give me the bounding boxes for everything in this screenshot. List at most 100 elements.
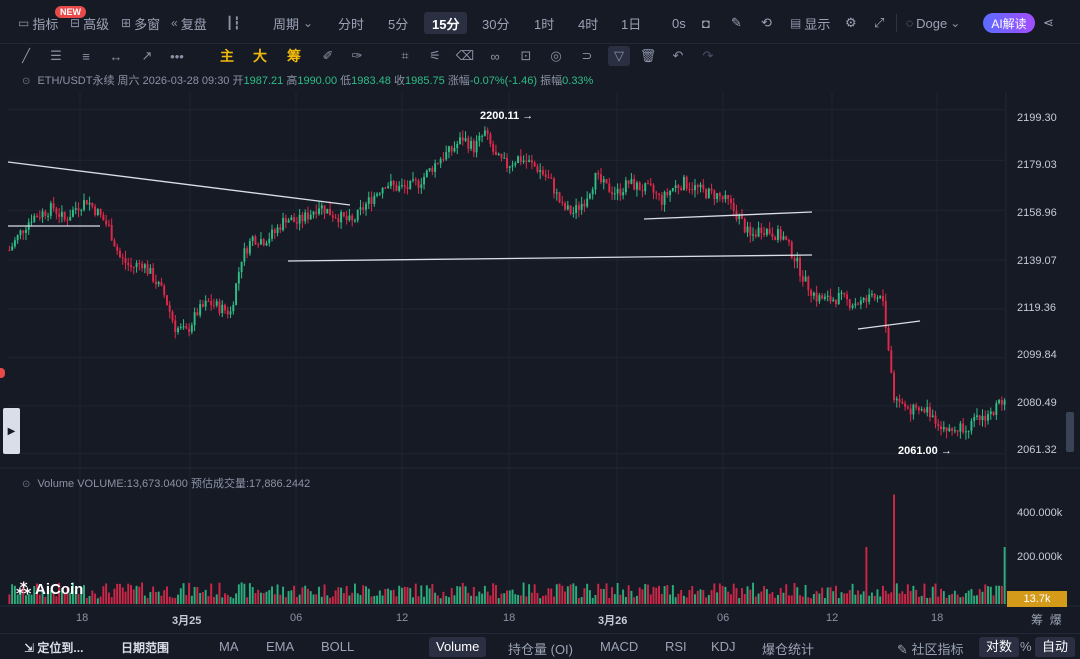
volume-bar	[301, 587, 304, 604]
community-indicators-button[interactable]: ✎ 社区指标	[897, 642, 964, 657]
period-1d[interactable]: 1日	[621, 16, 642, 32]
period-1h[interactable]: 1时	[534, 16, 555, 32]
candle-body	[519, 156, 522, 162]
side-labels[interactable]: 筹 爆	[1031, 613, 1062, 627]
period-dropdown[interactable]: 周期 ⌄	[273, 16, 314, 32]
volume-bar	[525, 596, 528, 604]
candle-body	[561, 202, 564, 204]
period-15m[interactable]: 15分	[424, 12, 468, 34]
current-volume-label: 13.7k	[1007, 591, 1067, 607]
volume-bar	[605, 583, 608, 604]
eraser-icon[interactable]: ⌫	[455, 48, 475, 63]
volume-bar	[135, 585, 138, 604]
countdown-button[interactable]: 0s	[672, 15, 686, 31]
replay-button[interactable]: «复盘	[171, 16, 207, 32]
candle-body	[348, 215, 351, 221]
redo-icon[interactable]: ↷	[702, 48, 714, 63]
volume-bar	[1003, 547, 1006, 604]
log-scale-toggle[interactable]: 对数	[979, 637, 1020, 657]
indicator-oi[interactable]: 持仓量 (OI)	[508, 642, 573, 657]
gear-icon[interactable]: ⚙	[845, 15, 857, 30]
indicator-macd[interactable]: MACD	[600, 639, 639, 654]
crop-icon[interactable]: ⌗	[401, 48, 409, 63]
indicator-liquidation[interactable]: 爆仓统计	[762, 642, 815, 657]
candle-body	[177, 328, 179, 333]
volume-bar	[716, 592, 719, 604]
locate-button[interactable]: ⇲ 定位到...	[24, 641, 84, 655]
auto-scale-toggle[interactable]: 自动	[1035, 637, 1076, 657]
volume-bar	[868, 595, 871, 604]
candle-body	[989, 411, 992, 415]
more-tools-icon[interactable]: •••	[170, 48, 184, 64]
collapse-icon[interactable]: ⊙	[22, 76, 31, 87]
horizontal-segment-icon[interactable]: ↔	[109, 48, 123, 64]
collapse-icon[interactable]: ⊙	[22, 479, 31, 490]
chart-type-button[interactable]: ┃┇	[226, 12, 243, 34]
period-5m[interactable]: 5分	[388, 16, 409, 32]
horizontal-lines-icon[interactable]: ≡	[82, 48, 90, 64]
volume-bar	[882, 585, 884, 604]
theme-dropdown[interactable]: ◌ Doge ⌄	[906, 15, 961, 31]
volume-bar	[785, 584, 788, 604]
ai-analysis-button[interactable]: AI解读	[983, 13, 1035, 33]
right-panel-handle[interactable]	[1066, 412, 1074, 452]
line-tool-icon[interactable]: ╱	[22, 48, 30, 63]
amplitude-value: 0.33%	[562, 75, 594, 87]
link-icon[interactable]: ∞	[490, 48, 500, 64]
candle-body	[677, 185, 680, 189]
trash-icon[interactable]: 🗑	[639, 48, 657, 63]
indicator-ema[interactable]: EMA	[266, 639, 295, 654]
big-order-button[interactable]: 大	[253, 48, 267, 64]
indicator-ma[interactable]: MA	[219, 639, 239, 654]
trend-lines[interactable]	[7, 161, 921, 330]
edit-drawing-icon[interactable]: ✐	[322, 48, 334, 63]
volume-bar	[99, 596, 102, 604]
candle-body	[464, 138, 467, 141]
period-4h[interactable]: 4时	[578, 16, 599, 32]
volume-bar	[580, 597, 583, 604]
indicator-volume[interactable]: Volume	[429, 637, 487, 657]
date-range-button[interactable]: 日期范围	[121, 641, 170, 655]
parallel-lines-icon[interactable]: ☰	[50, 48, 62, 63]
period-30m[interactable]: 30分	[482, 16, 510, 32]
lock-icon[interactable]: ⊡	[520, 48, 532, 63]
undo-icon[interactable]: ↶	[672, 48, 684, 63]
candlesticks	[8, 126, 1006, 440]
volume-bar	[611, 587, 614, 604]
volume-bar	[193, 587, 196, 604]
undo-square-icon[interactable]: ⟲	[761, 15, 772, 30]
expand-panel-handle[interactable]: ▶	[3, 408, 20, 454]
camera-icon[interactable]: ◘	[702, 15, 710, 31]
ray-icon[interactable]: ↗	[141, 48, 153, 63]
top-toolbar: ▭ 指标 NEW ⊟ 高级 ⊞ 多窗 «复盘 ┃┇ 周期 ⌄ 分时 5分 15分 30分…	[0, 0, 1080, 44]
volume-bar	[887, 593, 890, 604]
share-icon[interactable]: ⋖	[1043, 15, 1054, 30]
brush-icon[interactable]: ✑	[351, 48, 363, 63]
advanced-button[interactable]: ⊟ 高级	[70, 16, 110, 32]
volume-bar	[539, 598, 542, 604]
candle-body	[58, 213, 61, 217]
volume-bar	[790, 595, 793, 604]
candle-body	[282, 217, 285, 231]
indicator-rsi[interactable]: RSI	[665, 639, 687, 654]
candle-body	[63, 211, 66, 220]
main-force-button[interactable]: 主	[220, 48, 234, 64]
volume-bar	[464, 586, 467, 604]
indicators-button[interactable]: ▭ 指标	[18, 16, 59, 32]
volume-bar	[989, 586, 992, 604]
filter-icon[interactable]: ▽	[608, 46, 630, 66]
display-button[interactable]: ▤ 显示	[790, 16, 831, 32]
chip-button[interactable]: 筹	[287, 48, 301, 64]
volume-bar	[295, 596, 298, 604]
indicator-boll[interactable]: BOLL	[321, 639, 355, 654]
magnet-icon[interactable]: ⊃	[581, 48, 593, 63]
multi-window-button[interactable]: ⊞ 多窗	[121, 16, 161, 32]
visibility-icon[interactable]: ◎	[550, 48, 562, 63]
ruler-icon[interactable]: ⚟	[429, 48, 441, 63]
period-timeline[interactable]: 分时	[338, 16, 365, 32]
indicator-kdj[interactable]: KDJ	[711, 639, 736, 654]
percent-scale-toggle[interactable]: %	[1020, 639, 1032, 654]
pen-icon[interactable]: ✎	[731, 15, 742, 30]
fullscreen-icon[interactable]: ⤢	[874, 15, 885, 30]
